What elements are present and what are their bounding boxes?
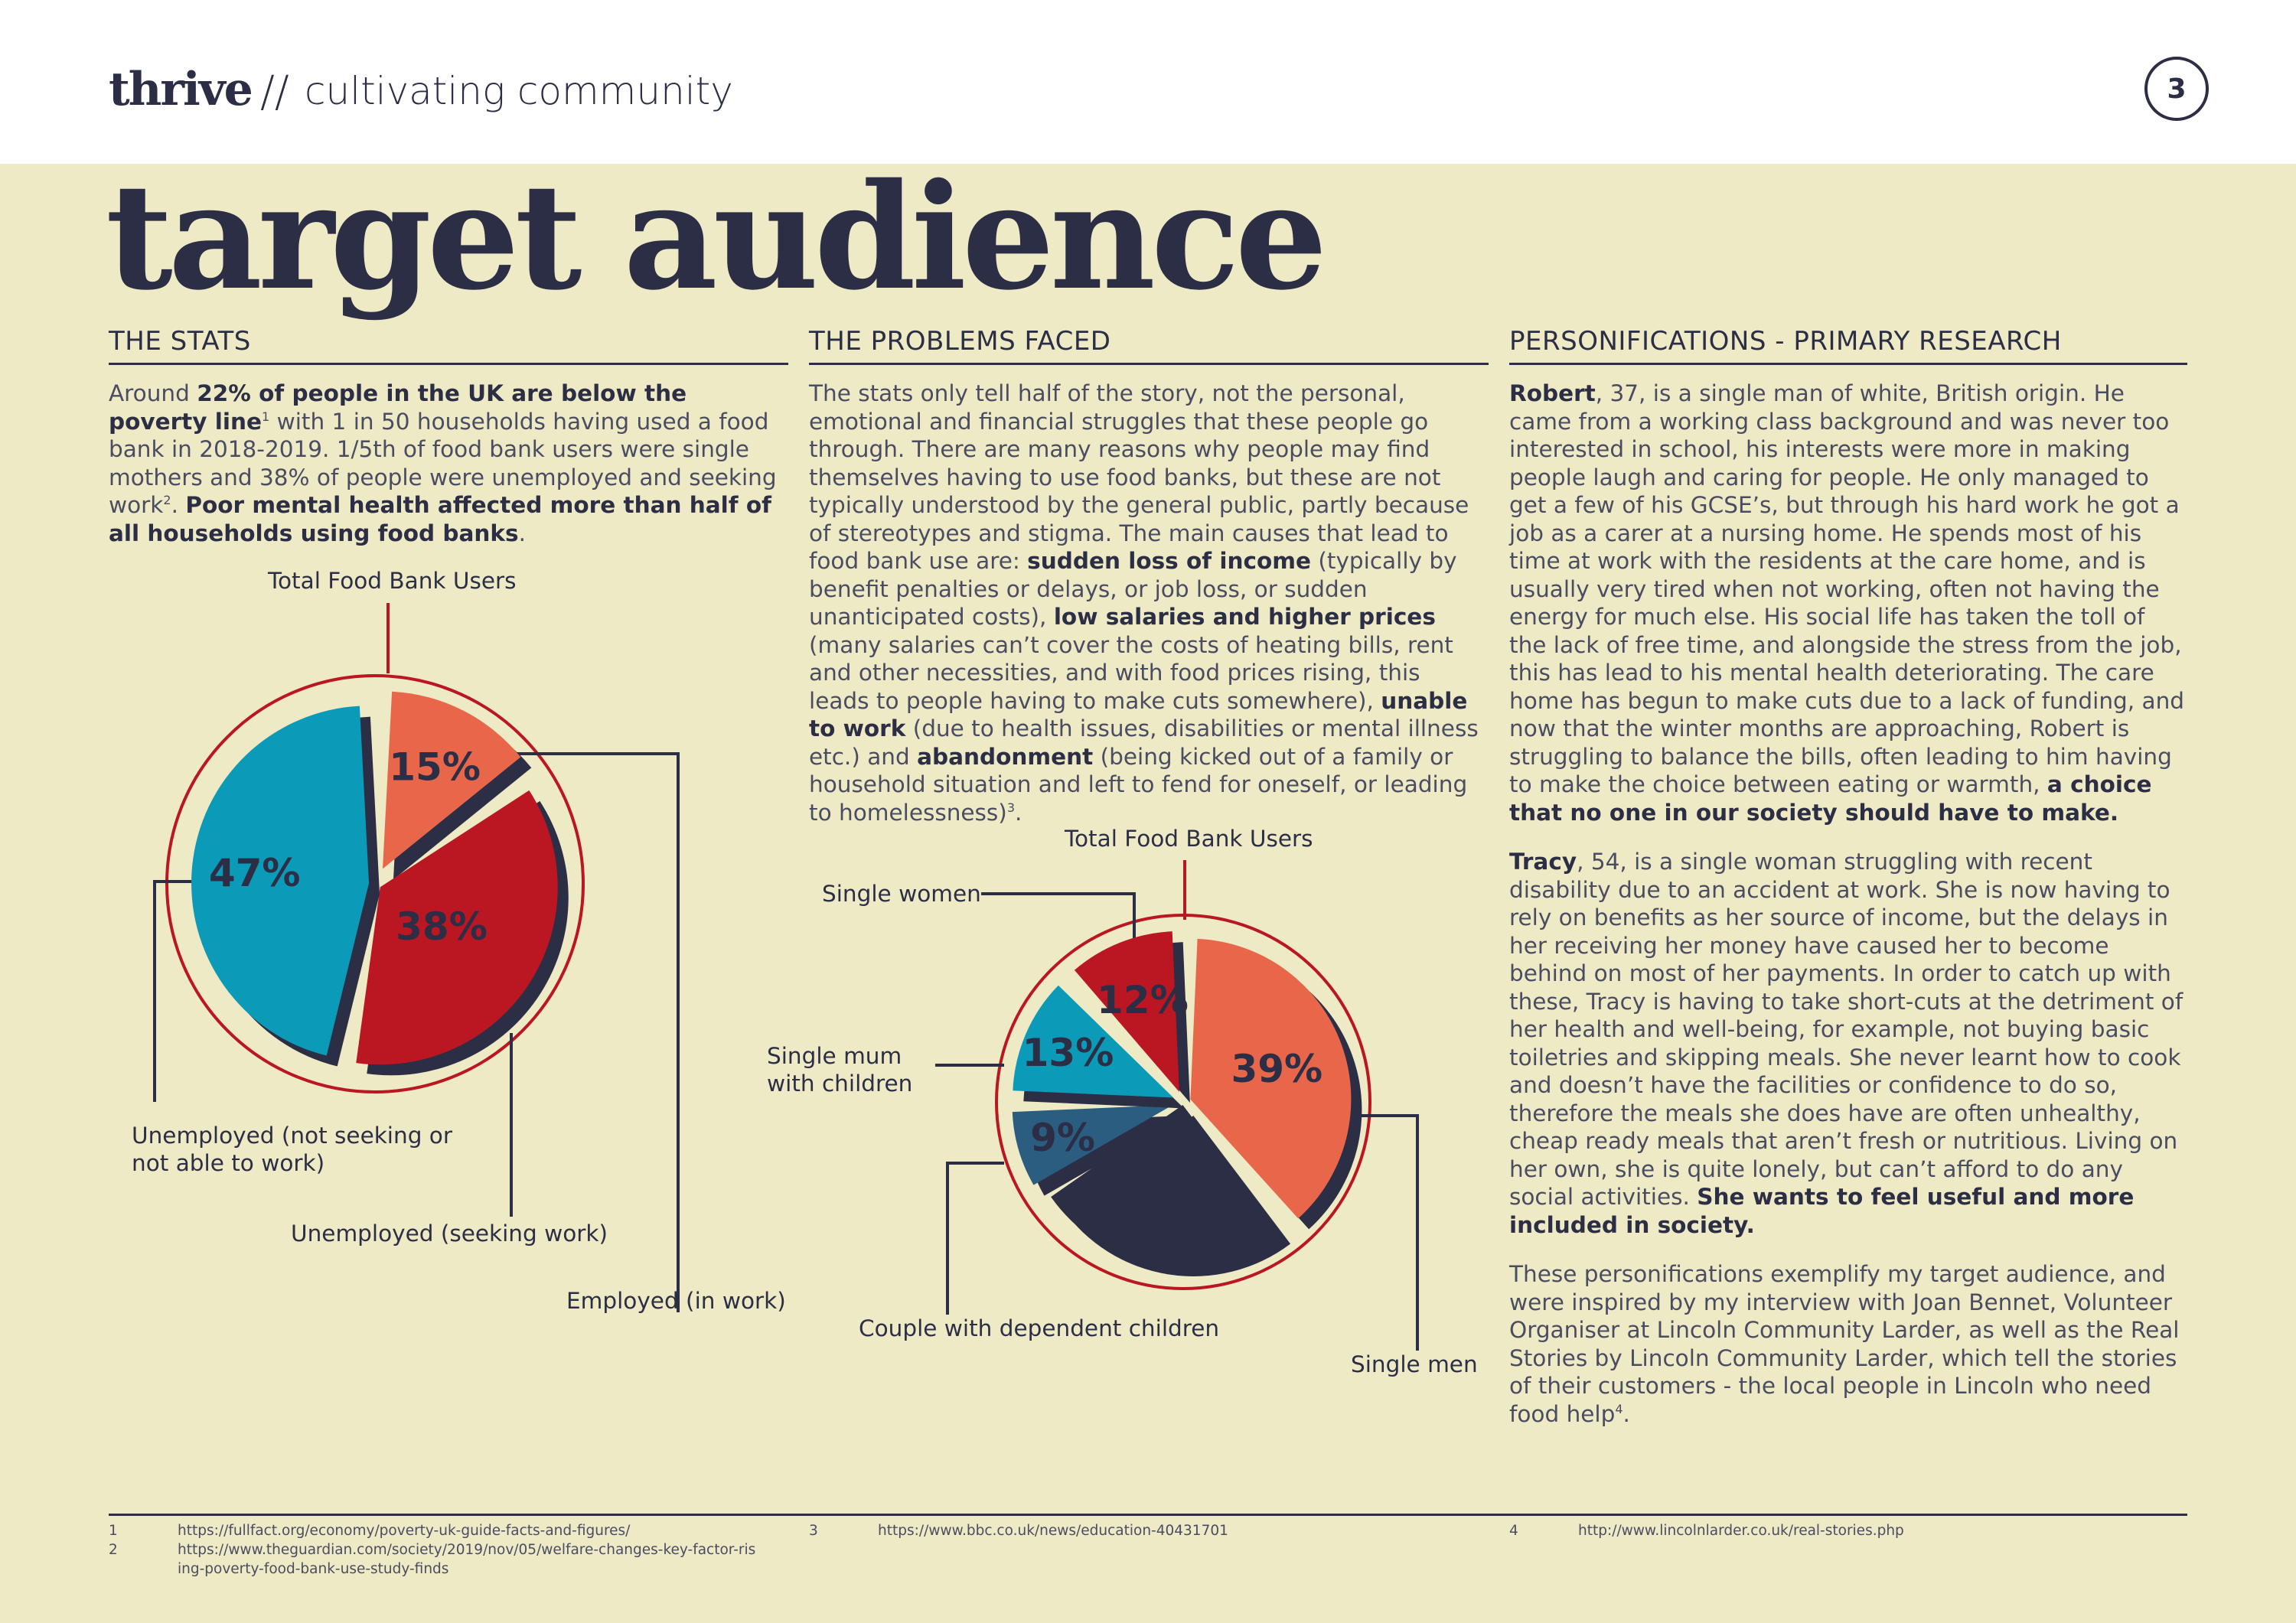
stats-text-run: Around bbox=[109, 380, 197, 406]
problems-heading: THE PROBLEMS FACED bbox=[809, 326, 1489, 365]
persona-text-run: These personifications exemplify my targ… bbox=[1509, 1261, 2180, 1427]
pie-slice-label: 12% bbox=[1097, 978, 1189, 1022]
pie-slice-label: 39% bbox=[1231, 1047, 1322, 1091]
persona-text-bold: a choice that no one in our society shou… bbox=[1509, 771, 2152, 826]
persona-name: Tracy bbox=[1509, 849, 1577, 875]
personas-text: Robert, 37, is a single man of white, Br… bbox=[1509, 380, 2187, 1449]
pie-slice-label: 47% bbox=[209, 851, 301, 895]
chart1-label-seeking: Unemployed (seeking work) bbox=[291, 1221, 608, 1247]
footnote-link[interactable]: http://www.lincolnlarder.co.uk/real-stor… bbox=[1578, 1523, 1904, 1539]
pie-slice-label: 13% bbox=[1022, 1031, 1114, 1075]
pie-slice bbox=[382, 691, 521, 869]
problems-text-run: (being kicked out of a family or househo… bbox=[809, 743, 1468, 826]
footnote-number: 1 bbox=[109, 1523, 118, 1539]
pie-slice-label: 15% bbox=[389, 745, 481, 790]
footnote-3: 3 https://www.bbc.co.uk/news/education-4… bbox=[809, 1521, 1498, 1552]
pie-slice-label: 9% bbox=[1030, 1116, 1095, 1160]
problems-text-bold: abandonment bbox=[917, 743, 1094, 770]
footnote-number: 2 bbox=[109, 1542, 118, 1558]
page-title: target audience bbox=[106, 152, 1327, 322]
persona-tracy: Tracy, 54, is a single woman struggling … bbox=[1509, 848, 2187, 1239]
stats-text-bold: 22% of people in the UK are below the po… bbox=[109, 380, 687, 435]
chart1-label-employed: Employed (in work) bbox=[566, 1288, 786, 1314]
pie-slice bbox=[1190, 938, 1352, 1219]
personas-heading: PERSONIFICATIONS - PRIMARY RESEARCH bbox=[1509, 326, 2187, 365]
problems-text-bold: unable to work bbox=[809, 687, 1468, 742]
persona-text-run: , 37, is a single man of white, British … bbox=[1509, 380, 2185, 797]
footnote-number: 4 bbox=[1509, 1523, 1518, 1539]
footnote-ref: 1 bbox=[262, 409, 270, 424]
stats-heading: THE STATS bbox=[109, 326, 788, 365]
footer-rule bbox=[109, 1514, 2187, 1516]
persona-name: Robert bbox=[1509, 380, 1596, 406]
pie-slice bbox=[1051, 1104, 1280, 1266]
pie-slice bbox=[191, 706, 370, 1056]
footnote-link[interactable]: https://fullfact.org/economy/poverty-uk-… bbox=[178, 1523, 631, 1539]
problems-text-bold: sudden loss of income bbox=[1027, 548, 1311, 574]
stats-text-run: . bbox=[518, 520, 526, 546]
problems-text: The stats only tell half of the story, n… bbox=[809, 380, 1482, 826]
problems-text-run: (typically by benefit penalties or delay… bbox=[809, 548, 1457, 630]
pie-slice bbox=[1074, 931, 1179, 1092]
pie-slice bbox=[1013, 985, 1174, 1098]
persona-text-run: . bbox=[1623, 1400, 1630, 1427]
stats-text-bold: Poor mental health affected more than ha… bbox=[109, 492, 771, 546]
footnote-1: 1 https://fullfact.org/economy/poverty-u… bbox=[109, 1521, 797, 1582]
chart2-label-single-women: Single women bbox=[822, 881, 981, 907]
chart2-label-single-mum-2: with children bbox=[767, 1071, 913, 1097]
chart1-label-not-seeking-1: Unemployed (not seeking or bbox=[132, 1123, 452, 1149]
problems-text-run: (many salaries can’t cover the costs of … bbox=[809, 631, 1453, 714]
problems-text-run: . bbox=[1015, 799, 1022, 826]
stats-text-run: with 1 in 50 households having used a fo… bbox=[109, 408, 777, 519]
footnote-ref: 3 bbox=[1006, 800, 1015, 815]
footnote-link[interactable]: https://www.theguardian.com/society/2019… bbox=[178, 1542, 756, 1558]
problems-text-run: The stats only tell half of the story, n… bbox=[809, 380, 1469, 574]
persona-text-bold: She wants to feel useful and more includ… bbox=[1509, 1184, 2135, 1238]
persona-closing: These personifications exemplify my targ… bbox=[1509, 1260, 2187, 1428]
footnote-ref: 4 bbox=[1615, 1401, 1623, 1416]
brand-separator: // bbox=[260, 67, 289, 117]
pie-outline-ring bbox=[165, 674, 585, 1093]
footnote-2: 2 https://www.theguardian.com/society/20… bbox=[109, 1540, 797, 1602]
footnote-number: 3 bbox=[809, 1523, 818, 1539]
footnote-link[interactable]: ing-poverty-food-bank-use-study-finds bbox=[178, 1561, 449, 1577]
problems-text-bold: low salaries and higher prices bbox=[1053, 604, 1436, 630]
chart1-title: Total Food Bank Users bbox=[268, 568, 517, 594]
stats-text: Around 22% of people in the UK are below… bbox=[109, 380, 788, 547]
footnote-4: 4 http://www.lincolnlarder.co.uk/real-st… bbox=[1509, 1521, 2187, 1552]
pie-slice bbox=[1012, 1104, 1173, 1185]
problems-text-run: (due to health issues, disabilities or m… bbox=[809, 715, 1479, 770]
persona-text-run: , 54, is a single woman struggling with … bbox=[1509, 849, 2183, 1210]
footnote-ref: 2 bbox=[163, 493, 171, 508]
chart2-title: Total Food Bank Users bbox=[1065, 826, 1313, 852]
page-number: 3 bbox=[2144, 57, 2209, 121]
chart2-label-single-men: Single men bbox=[1351, 1351, 1478, 1377]
footnote-link[interactable]: https://www.bbc.co.uk/news/education-404… bbox=[878, 1523, 1228, 1539]
pie-slice bbox=[356, 790, 558, 1065]
chart2-label-single-mum-1: Single mum bbox=[767, 1043, 902, 1069]
stats-text-run: . bbox=[171, 492, 186, 518]
chart1-label-not-seeking-2: not able to work) bbox=[132, 1150, 325, 1176]
persona-robert: Robert, 37, is a single man of white, Br… bbox=[1509, 380, 2187, 826]
pie-slice-label: 38% bbox=[396, 904, 488, 949]
brand-tagline: cultivating community bbox=[305, 69, 733, 113]
chart2-label-couple: Couple with dependent children bbox=[859, 1315, 1220, 1341]
brand-logo: thrive bbox=[109, 63, 253, 116]
